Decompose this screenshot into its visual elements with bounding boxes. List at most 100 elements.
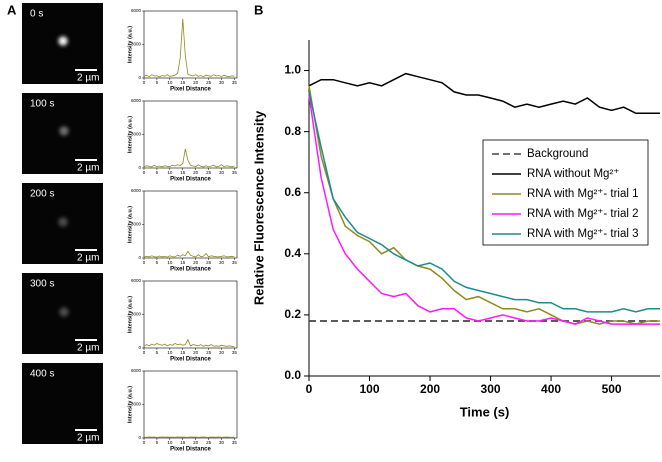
data-line (143, 436, 235, 438)
scale-label: 2 µm (77, 433, 99, 444)
x-tick-label: 200 (420, 382, 440, 396)
x-tick-label: 5 (156, 80, 159, 85)
x-tick-label: 30 (219, 170, 225, 175)
y-tick-label: 0 (138, 255, 141, 260)
y-tick-label: 0 (138, 75, 141, 80)
time-label: 300 s (30, 279, 54, 290)
x-tick-label: 35 (232, 440, 238, 445)
x-tick-label: 30 (219, 440, 225, 445)
x-tick-label: 35 (232, 350, 238, 355)
x-tick-label: 20 (193, 260, 199, 265)
fluorescent-spot (54, 32, 72, 50)
x-tick-label: 10 (167, 440, 173, 445)
time-label: 0 s (30, 9, 43, 20)
x-axis-label: Time (s) (460, 404, 510, 419)
y-tick-label: 3000 (131, 132, 142, 137)
data-line (143, 338, 235, 348)
x-axis-label: Pixel Distance (170, 447, 211, 453)
y-tick-label: 0 (138, 345, 141, 350)
x-tick-label: 400 (541, 382, 561, 396)
fluorescent-spot (55, 122, 73, 140)
scale-label: 2 µm (77, 343, 99, 354)
y-tick-label: 6000 (131, 368, 142, 373)
x-tick-label: 25 (206, 350, 212, 355)
y-tick-label: 3000 (131, 222, 142, 227)
x-tick-label: 0 (143, 440, 146, 445)
fluorescent-spot (54, 213, 72, 231)
x-tick-label: 15 (180, 260, 186, 265)
x-tick-label: 5 (156, 440, 159, 445)
scale-label: 2 µm (77, 163, 99, 174)
time-label: 400 s (30, 369, 54, 380)
x-tick-label: 25 (206, 170, 212, 175)
y-axis-label: Intensity (a.u.) (127, 296, 133, 333)
legend-label: RNA with Mg²⁺- trial 1 (527, 188, 639, 200)
x-tick-label: 10 (167, 350, 173, 355)
x-tick-label: 20 (193, 440, 199, 445)
y-axis-label: Intensity (a.u.) (127, 26, 133, 63)
plot-frame (143, 370, 238, 439)
plot-frame (143, 100, 238, 169)
data-line (143, 148, 235, 168)
y-tick-label: 0.0 (284, 368, 301, 382)
y-axis-label: Relative Fluorescence Intensity (251, 110, 266, 305)
x-axis-label: Pixel Distance (170, 177, 211, 183)
x-tick-label: 15 (180, 80, 186, 85)
x-tick-label: 10 (167, 170, 173, 175)
plot-frame (143, 280, 238, 349)
panel-label: A (7, 2, 17, 17)
x-tick-label: 20 (193, 80, 199, 85)
legend-label: RNA with Mg²⁺- trial 3 (527, 228, 639, 240)
y-tick-label: 0 (138, 165, 141, 170)
x-tick-label: 30 (219, 80, 225, 85)
y-tick-label: 6000 (131, 188, 142, 193)
x-axis-label: Pixel Distance (170, 267, 211, 273)
x-tick-label: 30 (219, 260, 225, 265)
x-tick-label: 300 (481, 382, 501, 396)
data-line (308, 91, 660, 313)
panel-label: B (254, 2, 263, 17)
x-tick-label: 35 (232, 260, 238, 265)
y-tick-label: 3000 (131, 402, 142, 407)
data-line (308, 72, 660, 115)
x-tick-label: 0 (143, 80, 146, 85)
y-tick-label: 6000 (131, 8, 142, 13)
legend-label: RNA with Mg²⁺- trial 2 (527, 208, 639, 220)
x-tick-label: 25 (206, 260, 212, 265)
x-tick-label: 15 (180, 350, 186, 355)
x-tick-label: 5 (156, 260, 159, 265)
data-line (143, 250, 235, 258)
x-tick-label: 0 (306, 382, 313, 396)
y-tick-label: 3000 (131, 312, 142, 317)
x-tick-label: 20 (193, 170, 199, 175)
x-axis-label: Pixel Distance (170, 87, 211, 93)
time-label: 200 s (30, 189, 54, 200)
y-tick-label: 0.8 (284, 124, 301, 138)
x-tick-label: 5 (156, 170, 159, 175)
x-tick-label: 25 (206, 440, 212, 445)
plot-frame (143, 10, 238, 79)
x-tick-label: 0 (143, 170, 146, 175)
y-axis-label: Intensity (a.u.) (127, 116, 133, 153)
y-tick-label: 1.0 (284, 63, 301, 77)
data-line (308, 94, 660, 325)
fluorescent-spot (55, 303, 73, 321)
x-axis-label: Pixel Distance (170, 357, 211, 363)
x-tick-label: 5 (156, 350, 159, 355)
data-line (308, 85, 660, 325)
y-tick-label: 0 (138, 435, 141, 440)
scale-label: 2 µm (77, 253, 99, 264)
y-axis-label: Intensity (a.u.) (127, 206, 133, 243)
legend-label: Background (527, 148, 588, 160)
x-tick-label: 35 (232, 170, 238, 175)
x-tick-label: 0 (143, 260, 146, 265)
x-tick-label: 0 (143, 350, 146, 355)
x-tick-label: 25 (206, 80, 212, 85)
legend-box (482, 139, 649, 246)
x-tick-label: 10 (167, 260, 173, 265)
y-axis-label: Intensity (a.u.) (127, 386, 133, 423)
y-tick-label: 0.6 (284, 185, 301, 199)
x-tick-label: 35 (232, 80, 238, 85)
x-tick-label: 30 (219, 350, 225, 355)
